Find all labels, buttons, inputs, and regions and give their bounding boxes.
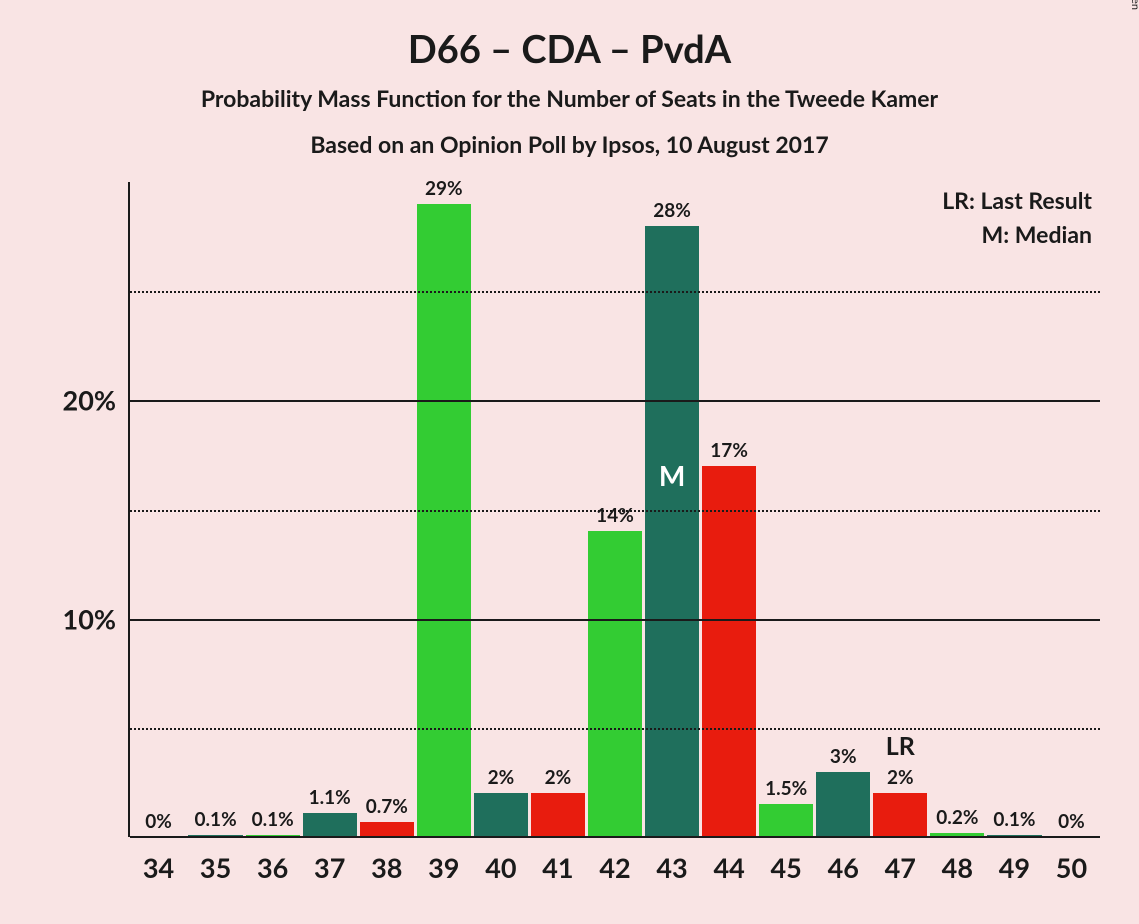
- x-tick-label: 47: [885, 837, 916, 884]
- x-tick-label: 48: [942, 837, 973, 884]
- bar-value-label: 28%: [653, 199, 691, 226]
- x-tick-label: 37: [314, 837, 345, 884]
- bar: 28%M: [645, 226, 699, 837]
- chart-subtitle-2: Based on an Opinion Poll by Ipsos, 10 Au…: [0, 130, 1139, 158]
- x-tick-label: 34: [143, 837, 174, 884]
- chart-title: D66 – CDA – PvdA: [0, 26, 1139, 72]
- chart-subtitle-1: Probability Mass Function for the Number…: [0, 84, 1139, 112]
- x-tick-label: 44: [713, 837, 744, 884]
- copyright-text: © 2020 Filip van Laenen: [1129, 0, 1139, 10]
- bar-value-label: 1.5%: [765, 777, 807, 804]
- x-tick-label: 40: [485, 837, 516, 884]
- x-tick-label: 46: [828, 837, 859, 884]
- bar: 1.5%: [759, 804, 813, 837]
- gridline-major: [130, 400, 1100, 402]
- x-tick-label: 45: [771, 837, 802, 884]
- bar: 2%: [474, 793, 528, 837]
- legend-lr: LR: Last Result: [942, 186, 1092, 214]
- bar-value-label: 17%: [710, 439, 748, 466]
- chart-canvas: D66 – CDA – PvdA Probability Mass Functi…: [0, 0, 1139, 924]
- x-tick-label: 50: [1056, 837, 1087, 884]
- bar-value-label: 29%: [425, 177, 463, 204]
- gridline-minor: [130, 510, 1100, 512]
- bar-value-label: 0%: [145, 810, 172, 837]
- gridline-major: [130, 619, 1100, 621]
- bar-value-label: 1.1%: [309, 786, 351, 813]
- x-tick-label: 42: [599, 837, 630, 884]
- bar: 14%: [588, 531, 642, 837]
- gridline-minor: [130, 291, 1100, 293]
- bar-value-label: 0.1%: [195, 808, 237, 835]
- bar-value-label: 2%: [887, 766, 914, 793]
- legend: LR: Last Result M: Median: [942, 186, 1092, 254]
- bar-value-label: 3%: [830, 745, 857, 772]
- median-marker: M: [659, 458, 685, 492]
- x-tick-label: 41: [542, 837, 573, 884]
- bar-value-label: 2%: [488, 766, 515, 793]
- last-result-marker: LR: [886, 731, 915, 761]
- y-tick-label: 20%: [63, 384, 130, 417]
- legend-m: M: Median: [942, 220, 1092, 248]
- bar: 29%: [417, 204, 471, 837]
- gridline-minor: [130, 728, 1100, 730]
- x-tick-label: 38: [371, 837, 402, 884]
- x-tick-label: 36: [257, 837, 288, 884]
- bar-value-label: 0.1%: [993, 808, 1035, 835]
- bar: 2%: [531, 793, 585, 837]
- bar: 1.1%: [303, 813, 357, 837]
- y-tick-label: 10%: [63, 602, 130, 635]
- bar-value-label: 14%: [596, 504, 634, 531]
- bar-value-label: 0.2%: [936, 806, 978, 833]
- bar-value-label: 0.1%: [252, 808, 294, 835]
- x-tick-label: 39: [428, 837, 459, 884]
- bar: 3%: [816, 772, 870, 838]
- bar-value-label: 0%: [1058, 810, 1085, 837]
- bar: 0.7%: [360, 822, 414, 837]
- x-tick-label: 35: [200, 837, 231, 884]
- x-tick-label: 49: [999, 837, 1030, 884]
- bar: 2%: [873, 793, 927, 837]
- bar: 17%: [702, 466, 756, 837]
- plot-area: 0%0.1%0.1%1.1%0.7%29%2%2%14%28%M17%1.5%3…: [130, 182, 1100, 837]
- bar-value-label: 2%: [545, 766, 572, 793]
- x-tick-label: 43: [656, 837, 687, 884]
- bar-value-label: 0.7%: [366, 795, 408, 822]
